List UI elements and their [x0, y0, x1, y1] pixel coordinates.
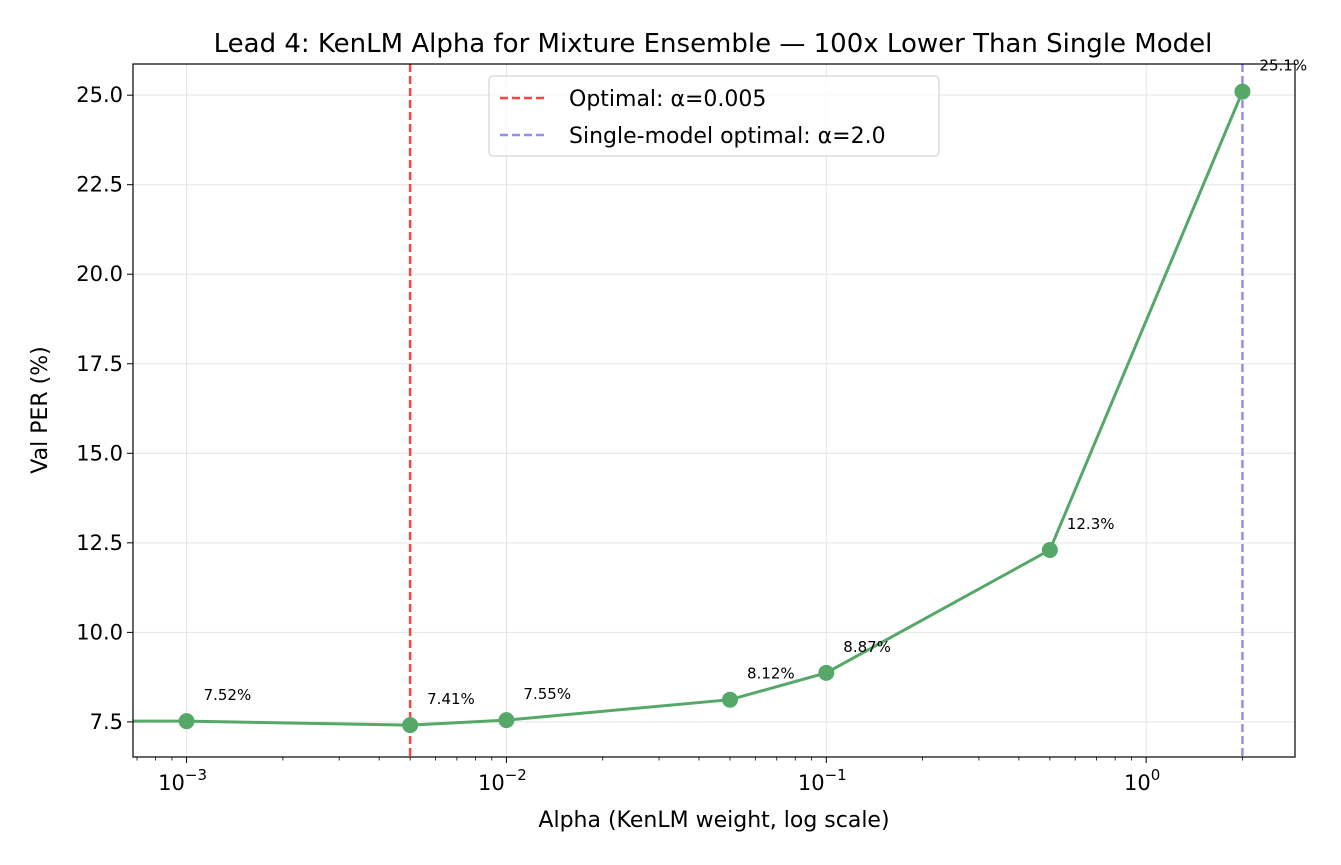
data-label: 7.52% — [204, 686, 252, 704]
y-tick-label: 22.5 — [76, 173, 123, 197]
data-point — [402, 717, 419, 734]
y-tick-label: 7.5 — [90, 710, 123, 734]
data-label: 7.41% — [427, 690, 475, 708]
legend-label-optimal: Optimal: α=0.005 — [569, 87, 766, 112]
chart-title: Lead 4: KenLM Alpha for Mixture Ensemble… — [214, 29, 1213, 59]
x-tick-label: 100 — [1124, 766, 1160, 795]
y-tick-label: 15.0 — [76, 441, 123, 465]
legend-box — [488, 75, 940, 157]
data-point — [818, 664, 835, 681]
data-label: 7.55% — [523, 685, 571, 703]
data-point — [1234, 83, 1251, 100]
reference-lines — [408, 64, 1244, 757]
data-label: 8.12% — [747, 665, 795, 683]
legend: Optimal: α=0.005 Single-model optimal: α… — [488, 75, 940, 157]
x-tick-label: 10−3 — [158, 766, 207, 795]
x-tick-label: 10−1 — [798, 766, 847, 795]
axes-frame — [132, 63, 1296, 758]
data-point — [722, 691, 739, 708]
y-tick-label: 12.5 — [76, 531, 123, 555]
data-label: 25.1% — [1259, 57, 1307, 75]
data-label: 12.3% — [1067, 515, 1115, 533]
y-tick-label: 17.5 — [76, 352, 123, 376]
data-point — [1041, 541, 1058, 558]
grid — [133, 64, 1295, 757]
y-axis-label: Val PER (%) — [28, 346, 53, 473]
y-tick-label: 25.0 — [76, 83, 123, 107]
x-tick-label: 10−2 — [478, 766, 527, 795]
y-tick-label: 20.0 — [76, 262, 123, 286]
data-point — [498, 712, 515, 729]
legend-label-single-model: Single-model optimal: α=2.0 — [569, 124, 886, 149]
series-line — [133, 90, 1244, 727]
data-point — [178, 713, 195, 730]
data-label: 8.87% — [843, 638, 891, 656]
ticks: 10−3 10−2 10−1 100 7.5 10.0 12.5 15.0 17.5 20.0 22… — [76, 83, 1243, 795]
plot-area: 7.52% 7.41% 7.55% 8.12% 8.87% 12.3% 25.1% — [133, 57, 1307, 734]
y-tick-label: 10.0 — [76, 620, 123, 644]
x-axis-label: Alpha (KenLM weight, log scale) — [538, 808, 889, 833]
